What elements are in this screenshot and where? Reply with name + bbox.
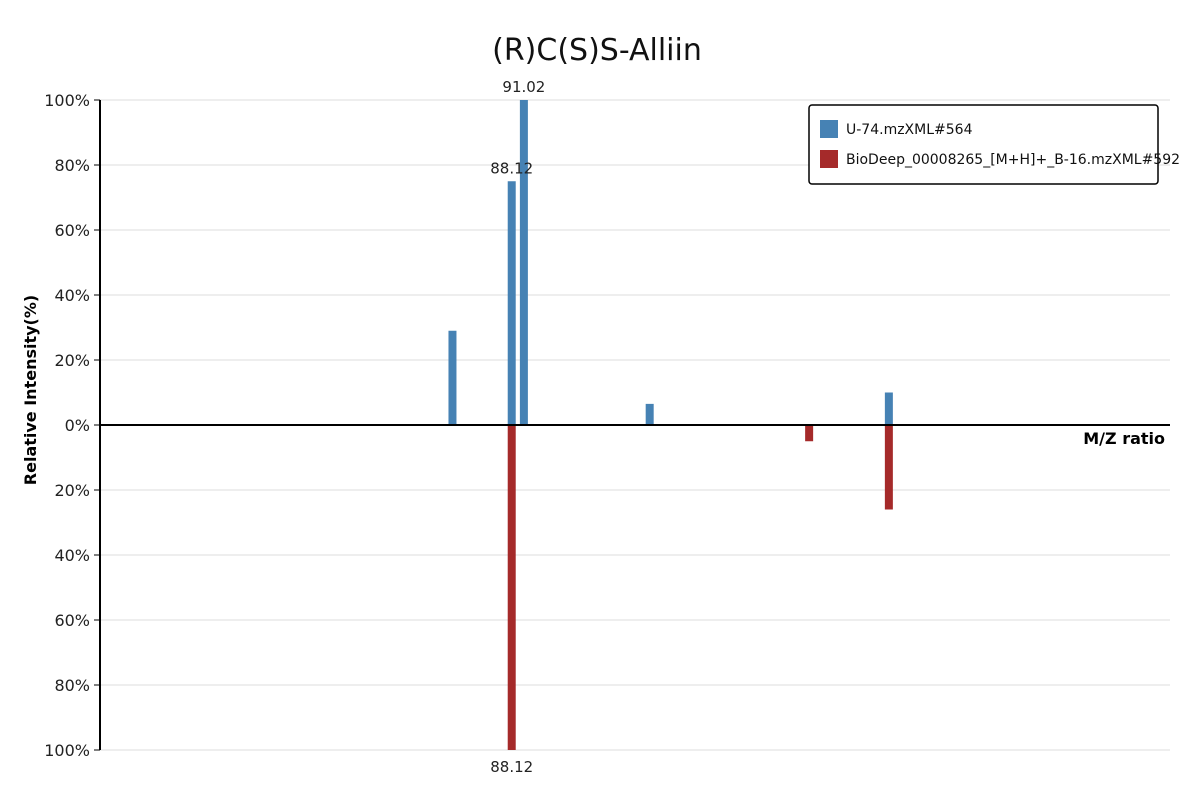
peak-bar-series-1: [519, 100, 528, 425]
y-tick-label: 40%: [54, 546, 90, 565]
legend-box: [808, 104, 1159, 185]
y-tick-label: 40%: [54, 286, 90, 305]
legend-label-series-2: BioDeep_00008265_[M+H]+_B-16.mzXML#592: [846, 152, 1180, 168]
y-tick-label: 20%: [54, 351, 90, 370]
peak-bar-series-2: [507, 425, 516, 750]
peak-label: 88.12: [490, 758, 533, 776]
peak-bar-series-1: [507, 181, 516, 425]
x-axis-title: M/Z ratio: [1083, 429, 1165, 448]
legend-label-series-1: U-74.mzXML#564: [846, 122, 973, 138]
peak-label: 88.12: [490, 159, 533, 177]
peak-label: 91.02: [502, 78, 545, 96]
y-tick-label: 20%: [54, 481, 90, 500]
grid-layer: [100, 99, 1170, 751]
y-axis-title: Relative Intensity(%): [21, 295, 40, 485]
chart-title: (R)C(S)S-Alliin: [492, 33, 702, 68]
peak-bar-series-2: [884, 425, 893, 510]
y-tick-label: 100%: [44, 741, 90, 760]
y-tick-label: 100%: [44, 91, 90, 110]
peak-bar-series-2: [805, 425, 814, 442]
y-tick-label: 80%: [54, 156, 90, 175]
y-tick-label: 60%: [54, 221, 90, 240]
y-tick-label: 60%: [54, 611, 90, 630]
legend-swatch-series-1: [820, 120, 838, 138]
peak-bar-series-1: [448, 330, 457, 425]
y-tick-label: 0%: [65, 416, 90, 435]
axes-layer: 100% 80% 60% 40% 20% 0% 20% 40% 60% 80% 100%: [44, 91, 1170, 760]
bars-layer: [448, 100, 893, 750]
y-tick-label: 80%: [54, 676, 90, 695]
legend-swatch-series-2: [820, 150, 838, 168]
labels-layer: 88.12 91.02 88.12: [490, 78, 545, 776]
peak-bar-series-1: [884, 392, 893, 425]
peak-bar-series-1: [645, 403, 654, 425]
legend: U-74.mzXML#564 BioDeep_00008265_[M+H]+_B…: [808, 104, 1180, 185]
